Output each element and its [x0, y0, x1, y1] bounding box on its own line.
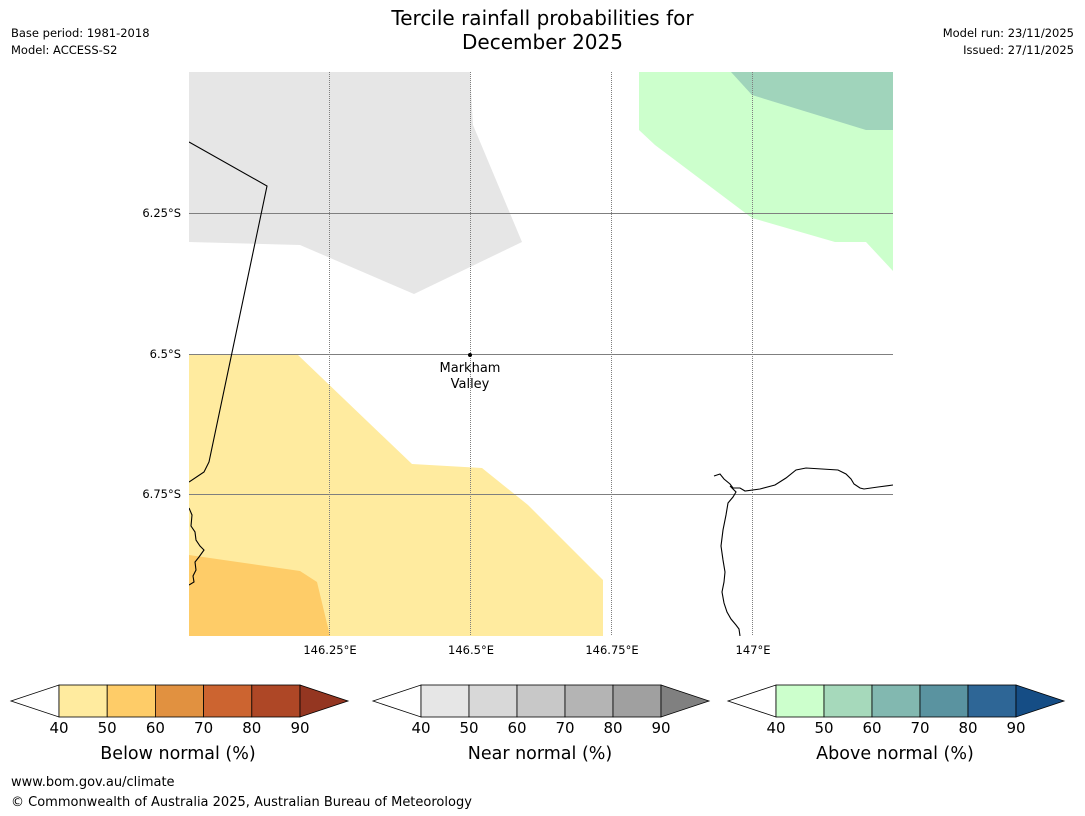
below-normal-50-60-region	[189, 555, 330, 636]
above-normal-tick-label: 60	[862, 719, 881, 737]
near-normal-lower-arrow	[371, 684, 422, 718]
below-normal-bin-70	[203, 684, 253, 718]
below-normal-tick-label: 90	[290, 719, 309, 737]
base-period-text: Base period: 1981-2018	[11, 26, 150, 40]
below-normal-lower-arrow	[9, 684, 60, 718]
model-run-text: Model run: 23/11/2025	[942, 26, 1074, 40]
near-normal-tick-label: 70	[555, 719, 574, 737]
longitude-labels: 146.25°E 146.5°E 146.75°E 147°E	[303, 643, 770, 657]
above-normal-bin-60	[871, 684, 921, 718]
below-normal-colorbar: 40 50 60 70 80 90	[9, 684, 350, 737]
place-label-line-1: Markham	[440, 361, 501, 376]
above-normal-label: Above normal (%)	[816, 744, 974, 764]
lon-label-146-5: 146.5°E	[448, 643, 494, 657]
lat-label-6-5: 6.5°S	[150, 347, 181, 361]
near-normal-bin-80	[612, 684, 662, 718]
issued-text: Issued: 27/11/2025	[963, 43, 1074, 57]
title-line-1: Tercile rainfall probabilities for	[391, 6, 694, 30]
lon-label-146-75: 146.75°E	[585, 643, 638, 657]
near-normal-bin-50	[468, 684, 518, 718]
footer-url[interactable]: www.bom.gov.au/climate	[11, 775, 175, 790]
lon-label-147: 147°E	[736, 643, 771, 657]
below-normal-tick-label: 80	[242, 719, 261, 737]
above-normal-bin-80	[967, 684, 1017, 718]
near-normal-tick-label: 40	[411, 719, 430, 737]
coastline	[189, 141, 893, 636]
near-normal-upper-arrow	[660, 684, 711, 718]
latitude-labels: 6.25°S 6.5°S 6.75°S	[142, 206, 181, 501]
below-normal-tick-label: 50	[98, 719, 117, 737]
map-area[interactable]: Markham Valley	[189, 72, 893, 636]
above-normal-tick-label: 70	[910, 719, 929, 737]
lon-label-146-25: 146.25°E	[303, 643, 356, 657]
above-normal-bin-50	[823, 684, 873, 718]
near-normal-tick-label: 60	[507, 719, 526, 737]
below-normal-tick-label: 40	[49, 719, 68, 737]
lat-label-6-25: 6.25°S	[142, 206, 181, 220]
near-normal-tick-label: 80	[603, 719, 622, 737]
markham-valley-marker[interactable]	[468, 353, 472, 357]
above-normal-bin-70	[919, 684, 969, 718]
below-normal-tick-label: 70	[194, 719, 213, 737]
above-normal-upper-arrow	[1015, 684, 1066, 718]
above-normal-40-50-region	[639, 72, 893, 271]
near-normal-bin-70	[564, 684, 614, 718]
footer-copyright: © Commonwealth of Australia 2025, Austra…	[11, 795, 472, 810]
below-normal-upper-arrow	[299, 684, 350, 718]
near-normal-bin-40	[420, 684, 470, 718]
below-normal-bin-60	[154, 684, 204, 718]
place-label-line-2: Valley	[451, 377, 490, 392]
meta-right: Model run: 23/11/2025 Issued: 27/11/2025	[943, 25, 1074, 59]
below-normal-label: Below normal (%)	[100, 744, 256, 764]
above-normal-tick-label: 50	[814, 719, 833, 737]
above-normal-tick-label: 90	[1006, 719, 1025, 737]
near-normal-tick-label: 90	[651, 719, 670, 737]
meta-left: Base period: 1981-2018 Model: ACCESS-S2	[11, 25, 150, 59]
above-normal-tick-label: 80	[958, 719, 977, 737]
above-normal-bin-40	[775, 684, 825, 718]
chart-title: Tercile rainfall probabilities for Decem…	[0, 6, 1085, 54]
near-normal-tick-label: 50	[459, 719, 478, 737]
coastline-east-peninsula	[720, 485, 741, 636]
lat-label-6-75: 6.75°S	[142, 487, 181, 501]
near-normal-region	[189, 72, 522, 294]
below-normal-bin-40	[58, 684, 108, 718]
border-line-west	[189, 141, 268, 483]
above-normal-50-60-region	[731, 72, 893, 130]
below-normal-bin-50	[106, 684, 156, 718]
coastline-west	[189, 507, 205, 586]
parallel-lines	[189, 213, 893, 495]
title-line-2: December 2025	[462, 30, 623, 54]
above-normal-lower-arrow	[726, 684, 777, 718]
colorbars: 40 50 60 70 80 90 40 50 60 70 80 90 40 50 60 70 80 90	[9, 684, 1066, 737]
near-normal-label: Near normal (%)	[467, 744, 613, 764]
above-normal-colorbar: 40 50 60 70 80 90	[726, 684, 1066, 737]
near-normal-colorbar: 40 50 60 70 80 90	[371, 684, 711, 737]
coastline-east	[713, 467, 893, 492]
model-text: Model: ACCESS-S2	[11, 43, 118, 57]
near-normal-bin-60	[516, 684, 566, 718]
below-normal-tick-label: 60	[146, 719, 165, 737]
below-normal-bin-80	[251, 684, 301, 718]
above-normal-tick-label: 40	[766, 719, 785, 737]
